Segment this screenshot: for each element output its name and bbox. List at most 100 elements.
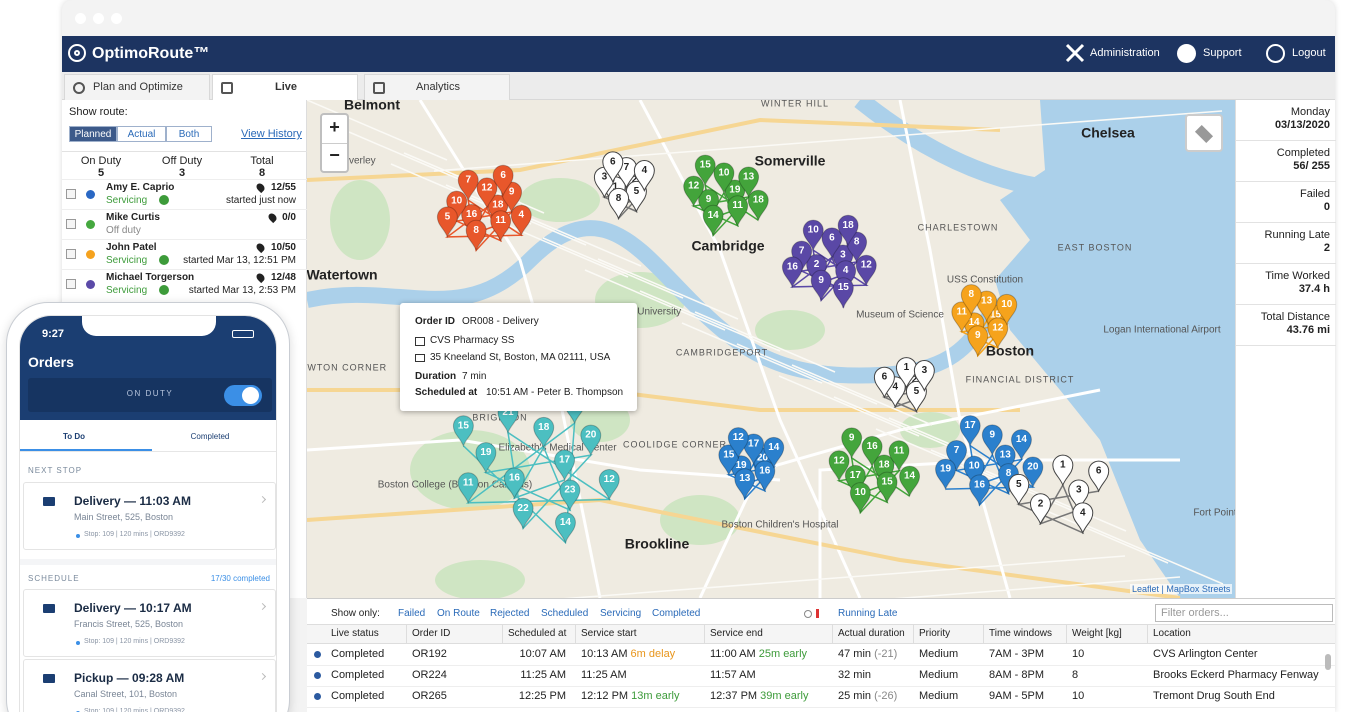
search-input[interactable]: Filter orders... bbox=[1155, 604, 1333, 622]
map-label: USS Constitution bbox=[947, 275, 1023, 286]
zoom-in[interactable]: + bbox=[329, 117, 340, 137]
map-pin bbox=[727, 427, 749, 460]
mode-button[interactable]: Actual bbox=[117, 126, 166, 142]
filter-link[interactable]: Rejected bbox=[490, 608, 530, 619]
driver-name[interactable]: John Patel bbox=[106, 242, 157, 253]
map-pin bbox=[510, 204, 532, 237]
cell-text: Completed bbox=[331, 669, 385, 681]
column-header[interactable]: Weight [kg] bbox=[1072, 628, 1122, 639]
map-pin bbox=[580, 424, 602, 457]
phone-tab[interactable]: Completed bbox=[190, 432, 230, 441]
checkbox[interactable] bbox=[66, 219, 76, 229]
phone-tab[interactable]: To Do bbox=[62, 432, 86, 441]
order-card[interactable]: Delivery — 10:17 AM Francis Street, 525, … bbox=[23, 589, 276, 657]
filter-link[interactable]: Completed bbox=[652, 608, 701, 619]
park bbox=[435, 560, 525, 598]
filter-link[interactable]: Scheduled bbox=[541, 608, 589, 619]
column-header[interactable]: Actual duration bbox=[838, 628, 905, 639]
zoom-out[interactable]: − bbox=[329, 145, 340, 165]
duty-toggle[interactable] bbox=[224, 385, 262, 406]
stop-icon bbox=[254, 181, 267, 194]
park bbox=[520, 178, 600, 222]
map-pin bbox=[913, 360, 935, 392]
card-title[interactable]: Delivery — 11:03 AM bbox=[74, 494, 191, 508]
tab[interactable]: Live bbox=[212, 74, 358, 100]
history-link[interactable]: View History bbox=[241, 128, 302, 140]
filter-link[interactable]: Failed bbox=[398, 608, 426, 619]
tab-label[interactable]: Live bbox=[274, 81, 297, 93]
pin-label: 3 bbox=[1076, 485, 1082, 496]
map-pin bbox=[503, 467, 525, 500]
mode-label[interactable]: Planned bbox=[74, 129, 112, 140]
pin-label: 6 bbox=[500, 170, 506, 181]
tab-bar: Plan and Optimize Live Analytics bbox=[62, 72, 1335, 100]
cell-note: 39m early bbox=[760, 690, 809, 702]
late-icon bbox=[816, 609, 819, 618]
map-pin bbox=[702, 204, 724, 237]
map-pin bbox=[625, 180, 647, 213]
pin-label: 6 bbox=[1096, 466, 1102, 477]
cell-text: 7AM - 3PM bbox=[989, 648, 1045, 660]
cell-text: OR192 bbox=[412, 648, 447, 660]
filter-link[interactable]: On Route bbox=[437, 608, 480, 619]
nav-link[interactable]: Support bbox=[1203, 47, 1242, 59]
filter-link[interactable]: Running Late bbox=[838, 608, 898, 619]
info-icon bbox=[158, 285, 169, 295]
checkbox[interactable] bbox=[66, 279, 76, 289]
layers-button[interactable] bbox=[1185, 114, 1223, 152]
column-header[interactable]: Time windows bbox=[989, 628, 1052, 639]
card-title[interactable]: Delivery — 10:17 AM bbox=[74, 601, 192, 615]
tab[interactable]: Analytics bbox=[364, 74, 510, 100]
column-header[interactable]: Location bbox=[1153, 628, 1191, 639]
map-pin bbox=[559, 479, 581, 512]
order-card[interactable]: Pickup — 09:28 AM Canal Street, 101, Bost… bbox=[23, 659, 276, 712]
status-dot bbox=[314, 693, 321, 700]
column-header[interactable]: Order ID bbox=[412, 628, 451, 639]
column-header[interactable]: Service start bbox=[581, 628, 637, 639]
brand[interactable]: OptimoRoute™ bbox=[92, 45, 210, 62]
pin-label: 17 bbox=[748, 439, 760, 450]
cell-text: OR265 bbox=[412, 690, 447, 702]
nav-link[interactable]: Logout bbox=[1292, 47, 1326, 59]
driver-name[interactable]: Mike Curtis bbox=[106, 212, 160, 223]
mode-button[interactable]: Planned bbox=[69, 126, 117, 142]
tab[interactable]: Plan and Optimize bbox=[64, 74, 210, 100]
street bbox=[736, 343, 878, 405]
order-card[interactable]: Delivery — 11:03 AM Main Street, 525, Bos… bbox=[23, 482, 276, 550]
tab-label[interactable]: Analytics bbox=[415, 81, 461, 93]
column-divider bbox=[832, 625, 833, 644]
driver-name[interactable]: Amy E. Caprio bbox=[106, 182, 175, 193]
attribution: Leaflet | MapBox Streets bbox=[1130, 584, 1233, 594]
pin-label: 7 bbox=[954, 445, 960, 456]
column-header[interactable]: Service end bbox=[710, 628, 763, 639]
harbor bbox=[995, 100, 1235, 598]
map-pin bbox=[1022, 456, 1044, 489]
pin-label: 14 bbox=[560, 517, 572, 528]
checkbox[interactable] bbox=[66, 249, 76, 259]
label: Show only: bbox=[331, 608, 380, 619]
mode-button[interactable]: Both bbox=[166, 126, 212, 142]
driver-status: Servicing bbox=[106, 255, 148, 266]
table-cell: 32 min bbox=[838, 669, 871, 681]
street bbox=[433, 110, 1223, 172]
map-pin bbox=[754, 460, 776, 493]
mode-label[interactable]: Actual bbox=[127, 129, 156, 140]
nav-icon bbox=[1177, 44, 1196, 63]
mode-label[interactable]: Both bbox=[178, 129, 200, 140]
driver-name[interactable]: Michael Torgerson bbox=[106, 272, 195, 283]
column-header[interactable]: Scheduled at bbox=[508, 628, 567, 639]
zoom-control: + − bbox=[320, 113, 349, 173]
driver-dot bbox=[86, 250, 95, 259]
placeholder[interactable]: Filter orders... bbox=[1161, 607, 1229, 619]
pin-label: 9 bbox=[849, 432, 855, 443]
column-header[interactable]: Priority bbox=[919, 628, 951, 639]
tab-label[interactable]: Plan and Optimize bbox=[93, 81, 183, 93]
map-pin bbox=[832, 277, 854, 310]
column-header[interactable]: Live status bbox=[331, 628, 379, 639]
pin-label: 5 bbox=[914, 386, 920, 397]
map-label: Somerville bbox=[755, 153, 826, 169]
checkbox[interactable] bbox=[66, 189, 76, 199]
nav-link[interactable]: Administration bbox=[1090, 47, 1160, 59]
filter-link[interactable]: Servicing bbox=[600, 608, 642, 619]
card-title[interactable]: Pickup — 09:28 AM bbox=[74, 671, 185, 685]
